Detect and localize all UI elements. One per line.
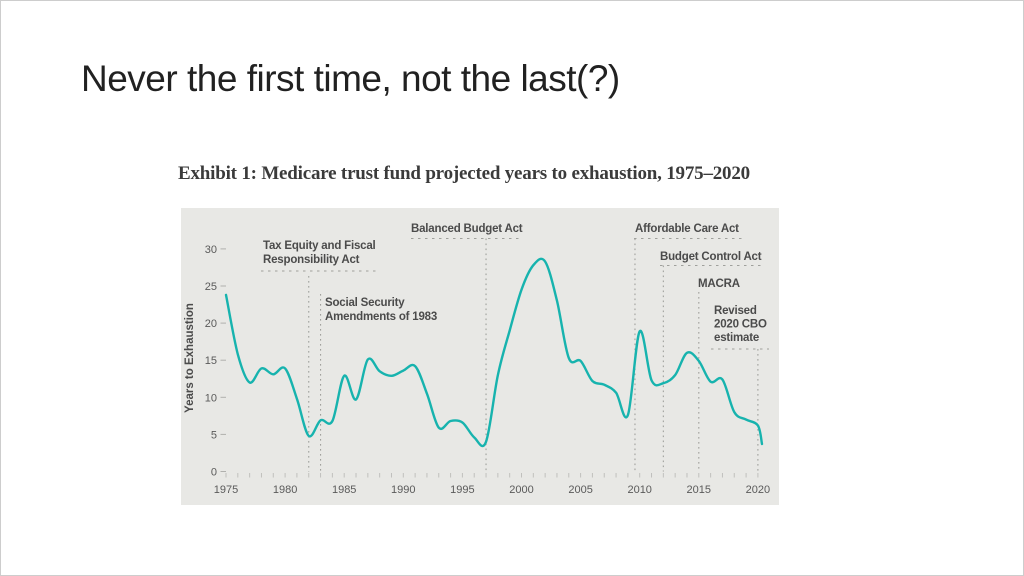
chart-panel: Years to Exhaustion 0 5 10 15 20 25 30 1975 1980 1…	[181, 208, 779, 505]
annotation-label-tefra: Tax Equity and Fiscal	[263, 240, 376, 252]
annotation-label-revised-2020-cbo: 2020 CBO	[714, 319, 767, 331]
annotation-label-tefra: Responsibility Act	[263, 254, 360, 266]
x-tick-label: 1985	[332, 484, 356, 496]
annotation-label-macra: MACRA	[698, 278, 740, 290]
annotation-label-bca: Budget Control Act	[660, 251, 762, 263]
y-tick-label: 20	[205, 318, 217, 330]
y-tick-label: 30	[205, 244, 217, 256]
x-tick-label: 2000	[509, 484, 533, 496]
x-tick-label: 1990	[391, 484, 415, 496]
x-tick-label: 2005	[568, 484, 592, 496]
chart-title: Exhibit 1: Medicare trust fund projected…	[178, 163, 750, 184]
y-tick-label: 5	[211, 429, 217, 441]
y-tick-label: 0	[211, 467, 217, 479]
y-tick-label: 15	[205, 355, 217, 367]
y-tick-label: 25	[205, 281, 217, 293]
annotation-label-revised-2020-cbo: Revised	[714, 305, 757, 317]
trend-line	[224, 257, 764, 448]
annotation-label-ssa-1983: Amendments of 1983	[325, 311, 437, 323]
x-tick-label: 2015	[687, 484, 711, 496]
x-tick-label: 2010	[627, 484, 651, 496]
y-tick-label: 10	[205, 392, 217, 404]
plot-background	[181, 208, 779, 505]
y-axis-title: Years to Exhaustion	[184, 303, 196, 413]
x-tick-label: 1980	[273, 484, 297, 496]
annotation-label-bba: Balanced Budget Act	[411, 223, 523, 235]
slide-title: Never the first time, not the last(?)	[81, 58, 620, 99]
chart-svg: Years to Exhaustion 0 5 10 15 20 25 30 1975 1980 1…	[181, 208, 779, 505]
annotation-label-revised-2020-cbo: estimate	[714, 332, 759, 344]
x-tick-label: 1995	[450, 484, 474, 496]
x-tick-label: 2020	[746, 484, 770, 496]
annotation-label-aca: Affordable Care Act	[635, 223, 739, 235]
x-tick-label: 1975	[214, 484, 238, 496]
annotation-label-ssa-1983: Social Security	[325, 297, 405, 309]
